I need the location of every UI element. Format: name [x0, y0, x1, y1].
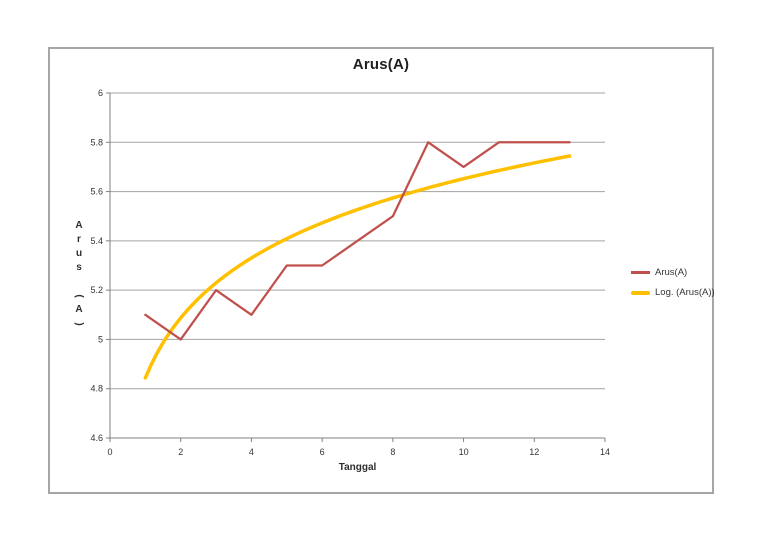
y-tick-label: 5.2 — [90, 285, 103, 295]
legend-label-arus: Arus(A) — [655, 267, 688, 278]
x-tick-label: 8 — [390, 447, 395, 457]
x-tick-label: 2 — [178, 447, 183, 457]
y-axis-title-char: ( — [74, 294, 85, 298]
legend-label-log-trendline: Log. (Arus(A)) — [655, 287, 715, 298]
x-tick-label: 4 — [249, 447, 254, 457]
chart-container: Arus(A) 6 5.8 5.6 5.4 5.2 5 4.8 4.6 0 2 4 6 8 10 12 14 … — [48, 47, 715, 494]
x-tick-label: 14 — [600, 447, 610, 457]
y-tick-label: 5.4 — [90, 236, 103, 246]
y-axis-title-char: ) — [74, 322, 85, 326]
trendline-log-arus — [143, 154, 572, 380]
x-tick-label: 12 — [529, 447, 539, 457]
legend-item-arus: Arus(A) — [631, 267, 715, 278]
series-line-arus — [144, 141, 571, 341]
x-axis-title: Tanggal — [338, 462, 377, 473]
y-axis-title-char: u — [75, 248, 83, 259]
y-axis-title-char: r — [77, 234, 81, 245]
y-tick-label: 5 — [98, 334, 103, 344]
legend-item-log-trendline: Log. (Arus(A)) — [631, 287, 715, 298]
x-tick-label: 10 — [459, 447, 469, 457]
x-tick-label: 6 — [320, 447, 325, 457]
y-tick-label: 4.8 — [90, 384, 103, 394]
legend-swatch-arus — [631, 271, 650, 274]
y-axis-title-char: s — [76, 262, 82, 273]
y-tick-label: 5.6 — [90, 187, 103, 197]
legend-swatch-log-trendline — [631, 290, 650, 295]
y-axis-title-char — [78, 275, 81, 289]
y-tick-label: 4.6 — [90, 433, 103, 443]
chart-title: Arus(A) — [352, 56, 410, 73]
y-tick-label: 6 — [98, 88, 103, 98]
plot-area: 6 5.8 5.6 5.4 5.2 5 4.8 4.6 0 2 4 6 8 10 12 14 — [90, 88, 610, 457]
y-axis-title-char: A — [75, 304, 83, 315]
x-tick-label: 0 — [107, 447, 112, 457]
y-tick-label: 5.8 — [90, 137, 103, 147]
legend: Arus(A) Log. (Arus(A)) — [631, 267, 715, 298]
y-axis-title-char: A — [75, 220, 83, 231]
